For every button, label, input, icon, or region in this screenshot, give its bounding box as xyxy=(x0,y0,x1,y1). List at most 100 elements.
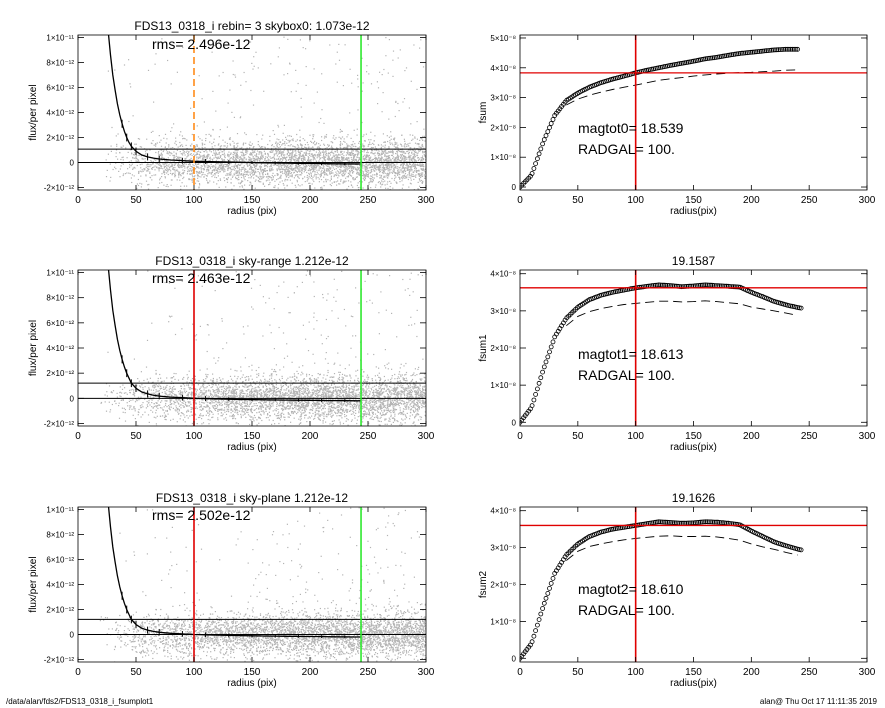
scatter-point xyxy=(387,164,389,166)
scatter-point xyxy=(278,152,280,154)
scatter-point xyxy=(262,173,264,175)
scatter-point xyxy=(289,149,291,151)
scatter-point xyxy=(183,165,185,167)
scatter-point xyxy=(234,163,236,165)
scatter-point xyxy=(210,151,212,153)
scatter-point xyxy=(401,166,404,168)
scatter-point xyxy=(400,165,402,167)
scatter-point xyxy=(408,155,410,157)
scatter-point xyxy=(303,166,305,168)
scatter-point xyxy=(331,423,333,426)
scatter-point xyxy=(350,152,352,155)
scatter-point xyxy=(243,165,245,167)
scatter-point xyxy=(315,167,317,169)
scatter-point xyxy=(368,163,370,166)
scatter-point xyxy=(126,157,128,159)
scatter-point xyxy=(287,135,289,137)
scatter-point xyxy=(377,168,379,170)
scatter-point xyxy=(305,48,307,50)
scatter-point xyxy=(312,167,314,169)
scatter-point xyxy=(217,163,219,165)
scatter-point xyxy=(286,168,288,170)
scatter-point xyxy=(359,146,361,148)
scatter-point xyxy=(363,410,365,412)
scatter-point xyxy=(422,145,424,147)
scatter-point xyxy=(407,143,409,145)
scatter-point xyxy=(350,146,352,148)
scatter-point xyxy=(275,392,277,394)
scatter-point xyxy=(231,176,234,178)
scatter-point xyxy=(218,143,220,145)
scatter-point xyxy=(340,151,342,154)
scatter-point xyxy=(351,404,353,406)
scatter-point xyxy=(347,145,349,147)
scatter-point xyxy=(415,174,417,176)
scatter-point xyxy=(323,158,325,160)
scatter-point xyxy=(155,166,158,169)
scatter-point xyxy=(195,170,197,173)
scatter-point xyxy=(404,157,406,159)
scatter-point xyxy=(245,153,247,156)
scatter-point xyxy=(297,165,300,167)
scatter-point xyxy=(138,161,140,163)
scatter-point xyxy=(402,177,404,179)
scatter-point xyxy=(287,173,289,175)
scatter-point xyxy=(276,145,278,147)
scatter-point xyxy=(243,167,245,169)
scatter-point xyxy=(383,150,385,152)
scatter-point xyxy=(420,176,422,179)
data-point xyxy=(710,55,715,61)
scatter-point xyxy=(189,159,191,161)
scatter-point xyxy=(300,413,302,416)
scatter-point xyxy=(262,171,264,173)
scatter-point xyxy=(278,147,280,149)
scatter-point xyxy=(354,166,356,168)
scatter-point xyxy=(295,169,297,171)
scatter-point xyxy=(129,389,131,391)
scatter-point xyxy=(355,176,357,178)
scatter-point xyxy=(333,181,335,183)
scatter-point xyxy=(411,173,413,175)
scatter-point xyxy=(194,155,196,157)
scatter-point xyxy=(300,169,302,171)
scatter-point xyxy=(319,158,321,160)
scatter-point xyxy=(285,156,287,159)
scatter-point xyxy=(278,326,280,329)
scatter-point xyxy=(401,392,403,394)
scatter-point xyxy=(422,168,424,170)
scatter-point xyxy=(241,158,243,160)
scatter-point xyxy=(229,144,232,146)
scatter-point xyxy=(180,144,182,147)
scatter-point xyxy=(161,165,163,168)
scatter-point xyxy=(320,154,322,156)
scatter-point xyxy=(141,171,143,173)
scatter-point xyxy=(418,174,420,176)
scatter-point xyxy=(364,177,366,179)
scatter-point xyxy=(276,170,278,172)
scatter-point xyxy=(202,155,204,157)
scatter-point xyxy=(182,165,184,167)
scatter-point xyxy=(352,186,354,188)
scatter-point xyxy=(308,147,310,149)
scatter-point xyxy=(260,176,262,178)
scatter-point xyxy=(309,164,311,167)
scatter-point xyxy=(413,165,415,167)
scatter-point xyxy=(222,167,225,169)
scatter-point xyxy=(390,160,392,162)
scatter-point xyxy=(302,47,304,49)
scatter-point xyxy=(385,152,387,154)
scatter-point xyxy=(279,396,281,398)
data-point xyxy=(680,60,686,66)
scatter-point xyxy=(246,162,249,165)
scatter-point xyxy=(335,168,337,170)
scatter-point xyxy=(256,134,258,136)
scatter-point xyxy=(244,161,246,163)
scatter-point xyxy=(212,174,214,176)
scatter-point xyxy=(387,161,389,163)
scatter-point xyxy=(254,404,256,407)
scatter-point xyxy=(403,396,406,398)
scatter-point xyxy=(414,175,416,177)
scatter-point xyxy=(297,150,299,152)
scatter-point xyxy=(161,149,163,151)
scatter-point xyxy=(349,172,351,174)
